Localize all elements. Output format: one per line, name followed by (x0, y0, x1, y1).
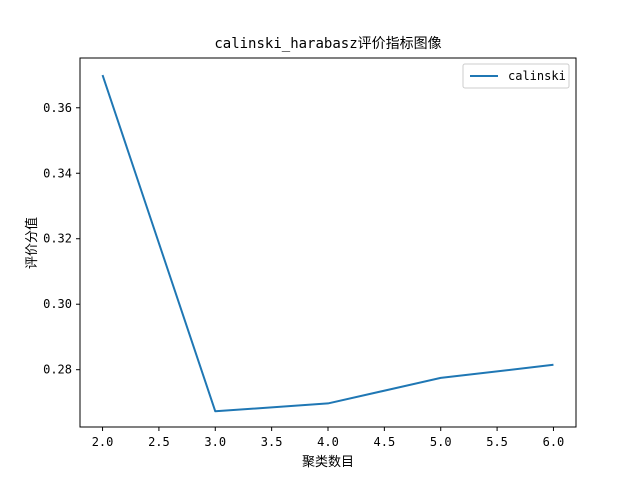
y-axis-ticks: 0.28 0.30 0.32 0.34 0.36 (43, 101, 80, 377)
x-axis-label: 聚类数目 (302, 455, 354, 470)
legend-label: calinski (508, 69, 566, 83)
x-tick-label: 3.0 (204, 435, 226, 449)
legend-box (462, 63, 570, 89)
plot-area (79, 57, 577, 428)
chart-title: calinski_harabasz评价指标图像 (214, 36, 441, 52)
y-tick-label: 0.34 (43, 166, 72, 180)
x-tick-label: 2.0 (92, 435, 114, 449)
y-tick-label: 0.28 (43, 363, 72, 377)
x-tick-label: 4.0 (317, 435, 339, 449)
x-axis-ticks: 2.0 2.5 3.0 3.5 4.0 4.5 5.0 5.5 6.0 (92, 427, 565, 449)
y-axis-label: 评价分值 (24, 217, 40, 269)
x-tick-label: 5.0 (430, 435, 452, 449)
x-tick-label: 2.5 (148, 435, 170, 449)
y-tick-label: 0.36 (43, 101, 72, 115)
x-tick-label: 5.5 (486, 435, 508, 449)
x-tick-label: 4.5 (374, 435, 396, 449)
legend: calinski (462, 63, 570, 89)
y-tick-label: 0.32 (43, 232, 72, 246)
series-layer (101, 74, 554, 413)
x-tick-label: 3.5 (261, 435, 283, 449)
x-tick-label: 6.0 (543, 435, 565, 449)
y-tick-label: 0.30 (43, 297, 72, 311)
